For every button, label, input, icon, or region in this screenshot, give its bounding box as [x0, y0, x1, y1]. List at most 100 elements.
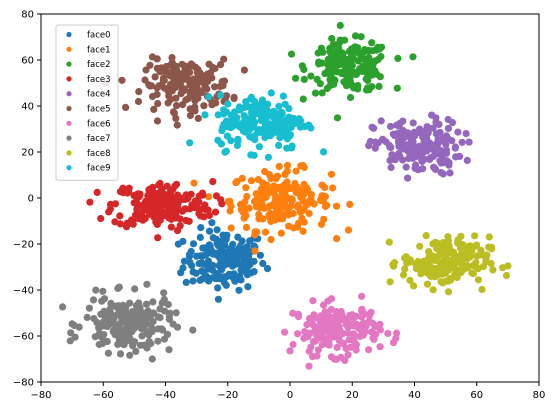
data-point — [146, 61, 154, 69]
legend-label: face8 — [87, 149, 111, 159]
data-point — [300, 218, 308, 226]
data-point — [116, 350, 125, 358]
data-point — [91, 333, 99, 341]
data-point — [154, 313, 162, 321]
data-point — [172, 114, 180, 122]
data-point — [354, 85, 362, 93]
data-point — [283, 135, 291, 143]
data-point — [164, 68, 172, 76]
data-point — [220, 55, 228, 63]
data-point — [240, 66, 248, 74]
data-point — [223, 132, 231, 140]
data-point — [303, 184, 311, 192]
data-point — [308, 316, 316, 324]
data-point — [227, 246, 235, 254]
data-point — [368, 39, 376, 47]
data-point — [209, 234, 217, 242]
data-point — [362, 86, 371, 94]
data-point — [116, 220, 124, 228]
data-point — [212, 192, 221, 200]
data-point — [461, 265, 469, 273]
data-point — [283, 161, 292, 169]
data-point — [342, 320, 350, 328]
data-point — [126, 299, 134, 307]
data-point — [130, 199, 138, 207]
data-point — [217, 266, 226, 274]
data-point — [253, 228, 261, 236]
data-point — [307, 72, 315, 80]
data-point — [158, 299, 166, 307]
data-point — [351, 32, 360, 40]
data-point — [208, 100, 216, 109]
data-point — [203, 77, 211, 85]
data-point — [373, 70, 381, 78]
data-point — [431, 165, 440, 173]
data-point — [328, 295, 336, 303]
data-point — [138, 332, 146, 340]
legend-label: face7 — [87, 134, 111, 144]
data-point — [157, 196, 165, 204]
data-point — [132, 347, 140, 355]
data-point — [275, 213, 283, 221]
data-point — [120, 341, 128, 349]
y-tick-label: −60 — [13, 332, 34, 343]
data-point — [143, 280, 151, 288]
data-point — [198, 189, 207, 197]
data-point — [432, 130, 440, 138]
data-point — [163, 330, 172, 338]
data-point — [478, 285, 486, 294]
data-point — [279, 121, 287, 129]
data-point — [165, 346, 173, 354]
data-point — [502, 271, 511, 280]
legend-marker — [66, 150, 72, 156]
data-point — [189, 87, 197, 95]
legend-marker — [66, 46, 72, 52]
data-point — [365, 142, 373, 150]
data-point — [247, 121, 255, 129]
data-point — [444, 288, 453, 296]
data-point — [147, 192, 155, 200]
data-point — [332, 355, 341, 363]
legend-marker — [66, 120, 72, 126]
data-point — [122, 223, 131, 231]
data-point — [371, 323, 379, 331]
data-point — [186, 258, 194, 266]
data-point — [382, 138, 390, 146]
data-point — [196, 233, 204, 241]
data-point — [355, 49, 363, 58]
data-point — [222, 281, 230, 289]
data-point — [299, 227, 307, 235]
data-point — [292, 167, 300, 175]
data-point — [209, 178, 217, 186]
data-point — [386, 122, 395, 131]
data-point — [131, 285, 139, 293]
data-point — [213, 226, 221, 234]
data-point — [328, 77, 336, 85]
data-point — [292, 74, 300, 82]
data-point — [243, 192, 251, 201]
points-layer — [59, 21, 512, 370]
data-point — [211, 208, 220, 216]
data-point — [485, 243, 493, 251]
data-point — [158, 325, 166, 333]
data-point — [301, 328, 309, 336]
data-point — [320, 335, 328, 343]
data-point — [260, 204, 268, 212]
data-point — [104, 349, 112, 357]
data-point — [241, 103, 249, 112]
data-point — [444, 266, 453, 274]
data-point — [314, 346, 322, 354]
data-point — [211, 83, 219, 91]
data-point — [264, 153, 272, 161]
data-point — [111, 200, 120, 208]
data-point — [172, 102, 181, 110]
y-tick-label: 0 — [28, 194, 34, 205]
data-point — [416, 129, 424, 137]
data-point — [345, 70, 353, 78]
data-point — [255, 198, 263, 206]
data-point — [205, 241, 213, 249]
data-point — [67, 329, 75, 337]
data-point — [160, 289, 168, 297]
data-point — [275, 141, 283, 149]
data-point — [153, 64, 161, 72]
